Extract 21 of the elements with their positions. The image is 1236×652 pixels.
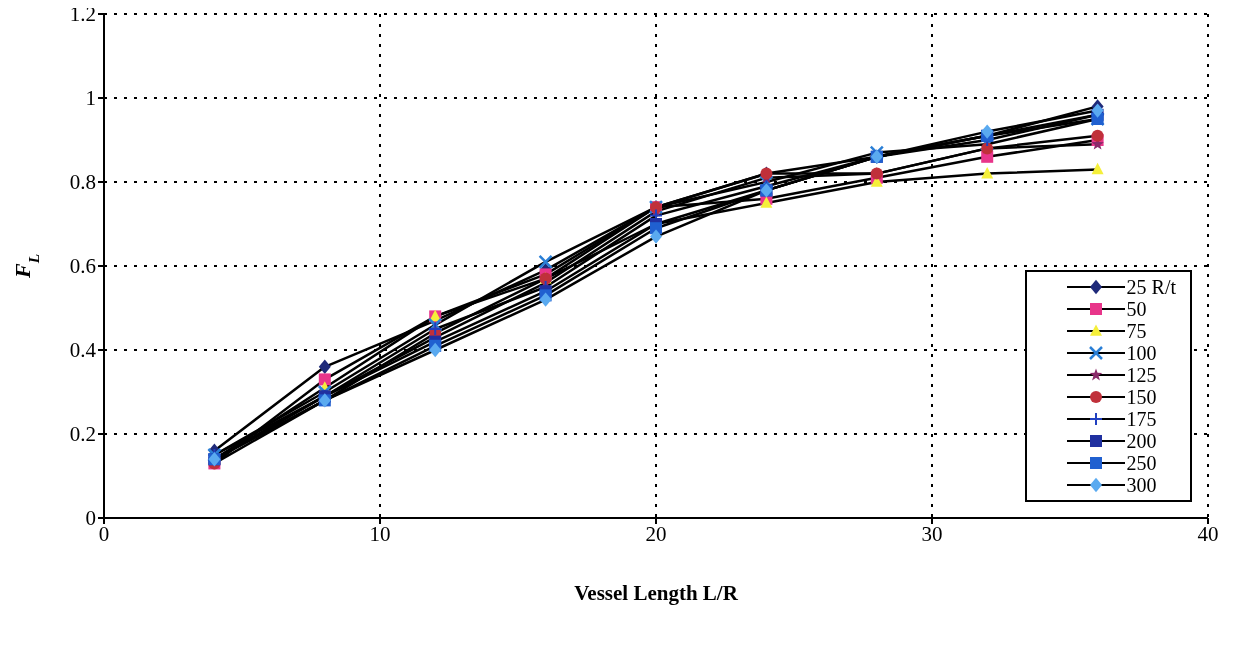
y-tick-label: 0.2 (69, 422, 96, 447)
legend-label: 200 (1126, 430, 1157, 452)
legend-label: 25 R/t (1126, 276, 1176, 298)
legend-label: 100 (1126, 342, 1157, 364)
legend-label: 150 (1126, 386, 1157, 408)
y-tick-label: 1.2 (69, 2, 96, 27)
legend-label: 50 (1126, 298, 1147, 320)
y-tick-label: 0.6 (69, 254, 96, 279)
y-tick-label: 0.4 (69, 338, 97, 363)
y-tick-label: 1 (85, 86, 96, 111)
x-tick-label: 30 (921, 521, 943, 546)
legend-label: 300 (1126, 474, 1157, 496)
x-tick-label: 40 (1197, 521, 1219, 546)
y-tick-label: 0.8 (69, 170, 96, 195)
legend-label: 175 (1126, 408, 1157, 430)
x-tick-label: 20 (645, 521, 667, 546)
legend-label: 125 (1126, 364, 1157, 386)
legend-label: 250 (1126, 452, 1157, 474)
x-axis-title: Vessel Length L/R (574, 581, 739, 605)
x-tick-label: 10 (369, 521, 391, 546)
legend-label: 75 (1126, 320, 1147, 342)
